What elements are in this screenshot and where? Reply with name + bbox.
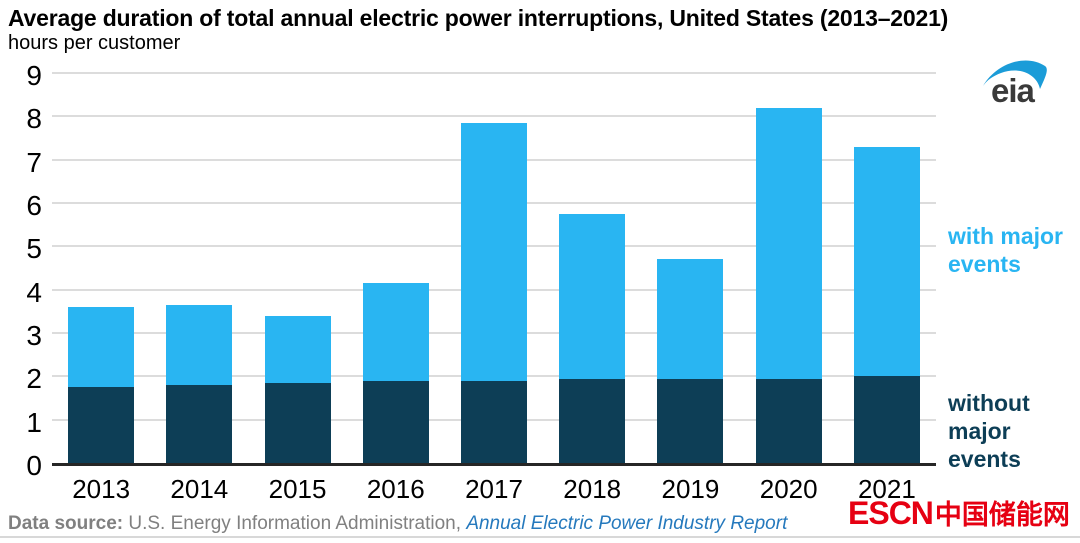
- legend-without-major-events: without major events: [948, 390, 1030, 472]
- bar-2018-without-major: [559, 378, 626, 463]
- x-tick-2016: 2016: [366, 474, 425, 504]
- page-title: Average duration of total annual electri…: [8, 5, 949, 31]
- bar-2021-with-major: [853, 146, 920, 377]
- bar-2018-with-major: [559, 213, 626, 379]
- bar-slot-2021: [838, 76, 936, 463]
- y-tick-0: 0: [26, 450, 42, 481]
- bar-slot-2017: [445, 76, 543, 463]
- bar-2013-with-major: [68, 307, 135, 388]
- bar-2017-without-major: [460, 380, 527, 463]
- bar-2014: [166, 304, 233, 463]
- bar-2013: [68, 307, 135, 463]
- bar-2014-with-major: [166, 304, 233, 385]
- bar-series: [52, 76, 936, 463]
- y-tick-6: 6: [26, 190, 42, 221]
- bar-2015: [264, 315, 331, 463]
- bar-2013-without-major: [68, 387, 135, 463]
- x-tick-2015: 2015: [268, 474, 327, 504]
- legend-with-major-events: with major events: [948, 223, 1064, 277]
- bar-2020-without-major: [755, 378, 822, 463]
- bar-2019-without-major: [657, 378, 724, 463]
- bar-2021-without-major: [853, 376, 920, 463]
- plot-area: [52, 72, 936, 466]
- bottom-divider: [0, 536, 1080, 538]
- bar-2015-without-major: [264, 382, 331, 463]
- bar-2015-with-major: [264, 315, 331, 383]
- bar-2018: [559, 213, 626, 463]
- x-tick-2013: 2013: [72, 474, 131, 504]
- bar-2014-without-major: [166, 385, 233, 463]
- gridline-8: [52, 115, 936, 118]
- bar-2019-with-major: [657, 259, 724, 379]
- x-tick-2020: 2020: [759, 474, 818, 504]
- bar-slot-2013: [52, 76, 150, 463]
- bar-2021: [853, 146, 920, 463]
- x-tick-2018: 2018: [563, 474, 622, 504]
- data-source-report-link: Annual Electric Power Industry Report: [466, 513, 788, 534]
- x-tick-2019: 2019: [661, 474, 720, 504]
- data-source-line: Data source: U.S. Energy Information Adm…: [8, 513, 787, 535]
- bar-2016: [362, 283, 429, 463]
- bar-slot-2020: [740, 76, 838, 463]
- y-tick-1: 1: [26, 406, 42, 438]
- y-tick-7: 7: [26, 146, 42, 178]
- eia-swoosh-icon: [983, 60, 1047, 89]
- bar-2017: [460, 122, 527, 463]
- data-source-label: Data source:: [8, 513, 129, 534]
- escn-chinese-text: 中国储能网: [934, 500, 1070, 530]
- y-tick-3: 3: [26, 320, 42, 351]
- bar-2019: [657, 259, 724, 463]
- bar-2016-with-major: [362, 283, 429, 381]
- bar-2017-with-major: [460, 122, 527, 381]
- y-tick-2: 2: [26, 363, 42, 395]
- y-tick-5: 5: [26, 233, 42, 265]
- bar-slot-2015: [248, 76, 346, 463]
- y-tick-4: 4: [26, 276, 42, 308]
- escn-latin-text: ESCN: [848, 495, 934, 531]
- bar-2020-with-major: [755, 107, 822, 379]
- gridline-9: [52, 72, 936, 74]
- escn-watermark: ESCN中国储能网: [848, 495, 1070, 535]
- y-tick-9: 9: [26, 60, 42, 91]
- bar-slot-2014: [150, 76, 248, 463]
- bar-2016-without-major: [362, 380, 429, 463]
- x-tick-2014: 2014: [170, 474, 229, 504]
- x-tick-2017: 2017: [465, 474, 523, 504]
- svg-text:eia: eia: [991, 72, 1036, 108]
- bar-slot-2019: [641, 76, 739, 463]
- bar-slot-2018: [543, 76, 641, 463]
- x-tick-2021: 2021: [857, 474, 916, 504]
- eia-logo: eia: [983, 60, 1047, 108]
- y-tick-8: 8: [26, 103, 42, 135]
- data-source-text: U.S. Energy Information Administration,: [128, 513, 467, 534]
- bar-2020: [755, 107, 822, 463]
- bar-slot-2016: [347, 76, 445, 463]
- chart-subtitle: hours per customer: [8, 32, 181, 54]
